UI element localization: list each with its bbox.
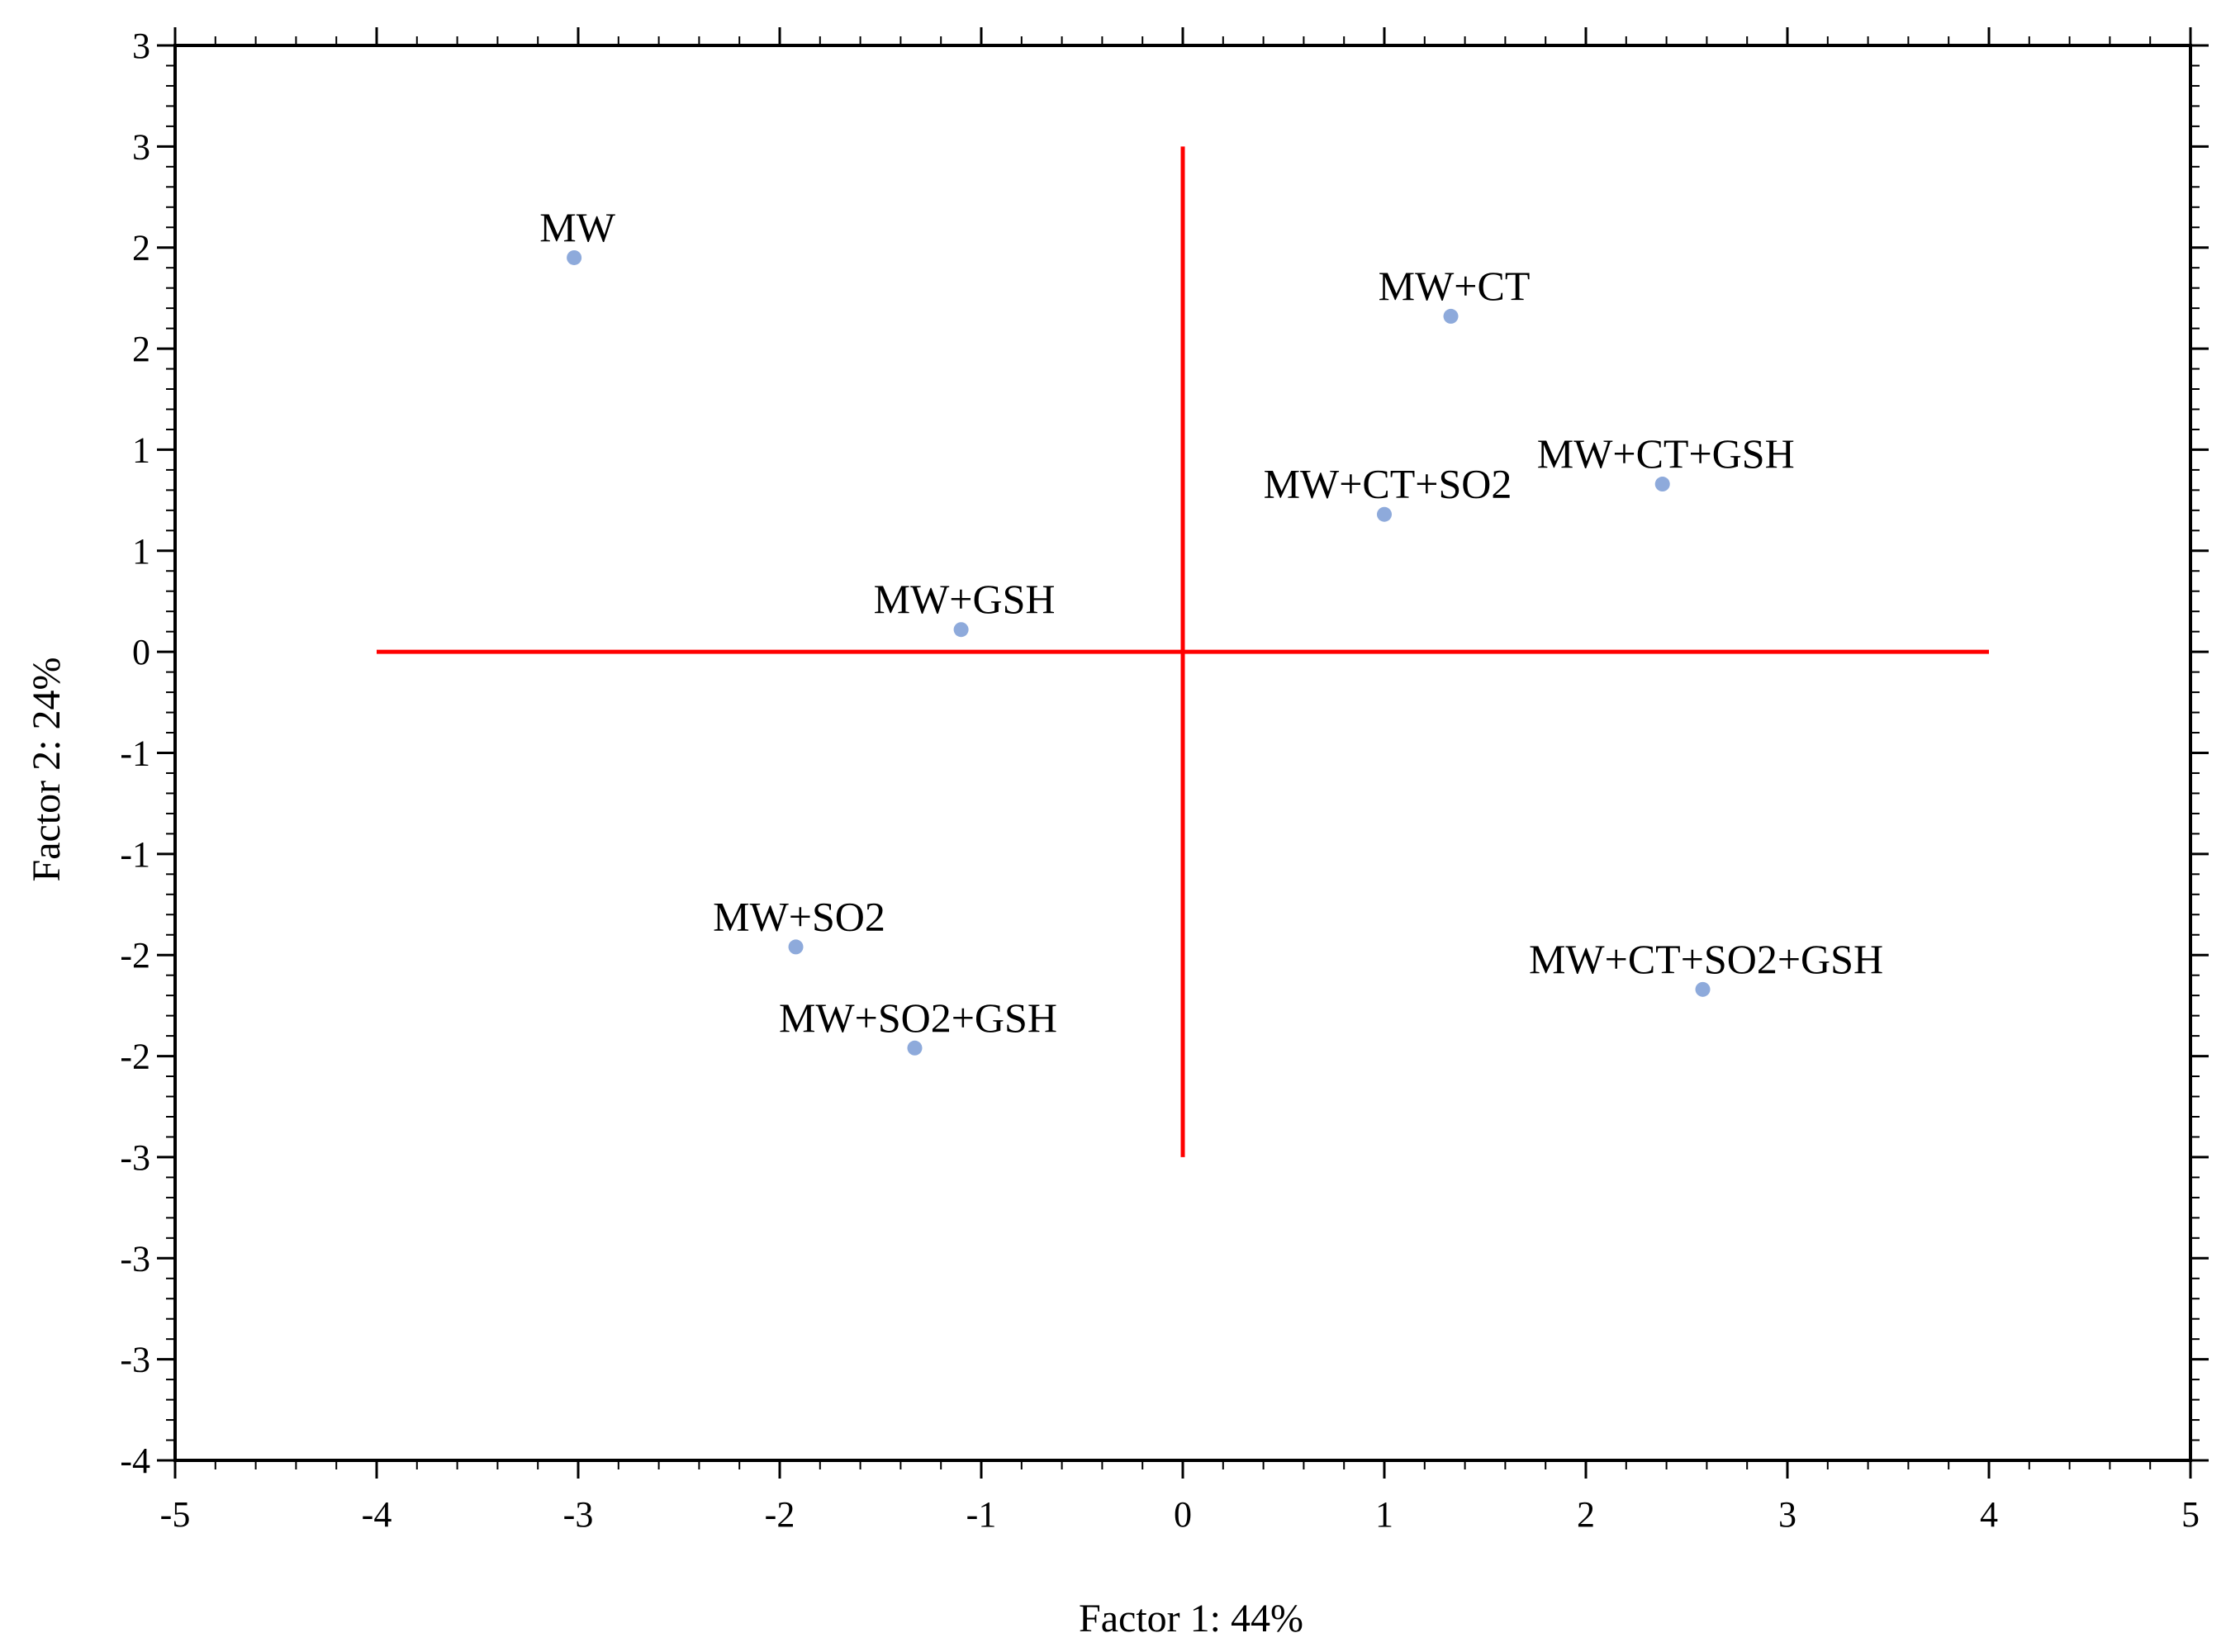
point-label: MW+SO2 xyxy=(713,893,885,939)
x-tick-label: 5 xyxy=(2181,1494,2200,1535)
x-tick-label: -4 xyxy=(362,1494,392,1535)
y-tick-label: -4 xyxy=(120,1441,150,1481)
y-tick-label: 2 xyxy=(132,228,150,268)
y-tick-label: 1 xyxy=(132,430,150,470)
point-label: MW+CT xyxy=(1379,263,1531,309)
y-tick-label: 3 xyxy=(132,126,150,167)
x-tick-label: 3 xyxy=(1778,1494,1796,1535)
y-tick-label: 2 xyxy=(132,329,150,369)
x-tick-label: 0 xyxy=(1174,1494,1192,1535)
data-point xyxy=(1695,981,1711,997)
x-tick-label: -2 xyxy=(765,1494,795,1535)
x-tick-label: 4 xyxy=(1980,1494,1998,1535)
data-points xyxy=(567,249,1711,1056)
point-label: MW+SO2+GSH xyxy=(779,995,1057,1041)
data-point xyxy=(953,622,969,638)
axis-ticks xyxy=(157,27,2209,1479)
y-tick-label: -1 xyxy=(120,834,150,875)
data-point xyxy=(1443,308,1459,324)
point-label: MW xyxy=(539,204,615,250)
x-tick-labels: -5 -4 -3 -2 -1 0 1 2 3 4 5 xyxy=(160,1494,2200,1535)
data-point xyxy=(907,1040,923,1056)
x-tick-label: -5 xyxy=(160,1494,191,1535)
x-tick-label: 2 xyxy=(1577,1494,1595,1535)
point-label: MW+CT+GSH xyxy=(1537,430,1795,477)
y-tick-label: -2 xyxy=(120,1037,150,1077)
point-label: MW+CT+SO2+GSH xyxy=(1529,936,1883,982)
y-tick-labels: 3 3 2 2 1 1 0 -1 -1 -2 -2 -3 -3 -3 -4 xyxy=(120,26,150,1481)
y-tick-label: -3 xyxy=(120,1238,150,1279)
data-point xyxy=(788,939,804,955)
y-tick-label: 0 xyxy=(132,632,150,672)
x-tick-label: -3 xyxy=(563,1494,594,1535)
data-point xyxy=(1654,477,1670,492)
point-label: MW+CT+SO2 xyxy=(1264,461,1512,507)
x-axis-title: Factor 1: 44% xyxy=(1079,1597,1303,1640)
reference-lines xyxy=(377,146,1989,1157)
point-label: MW+GSH xyxy=(874,576,1056,622)
y-tick-label: 1 xyxy=(132,531,150,572)
y-axis-title: Factor 2: 24% xyxy=(25,657,69,882)
point-labels: MW MW+CT MW+CT+GSH MW+CT+SO2 MW+GSH MW+SO2 MW+… xyxy=(539,204,1883,1041)
data-point xyxy=(567,249,582,265)
y-tick-label: -3 xyxy=(120,1340,150,1380)
data-point xyxy=(1377,506,1392,522)
y-tick-label: -3 xyxy=(120,1137,150,1178)
y-tick-label: 3 xyxy=(132,26,150,66)
y-tick-label: -1 xyxy=(120,733,150,774)
x-tick-label: 1 xyxy=(1375,1494,1393,1535)
y-tick-label: -2 xyxy=(120,935,150,976)
x-tick-label: -1 xyxy=(966,1494,997,1535)
